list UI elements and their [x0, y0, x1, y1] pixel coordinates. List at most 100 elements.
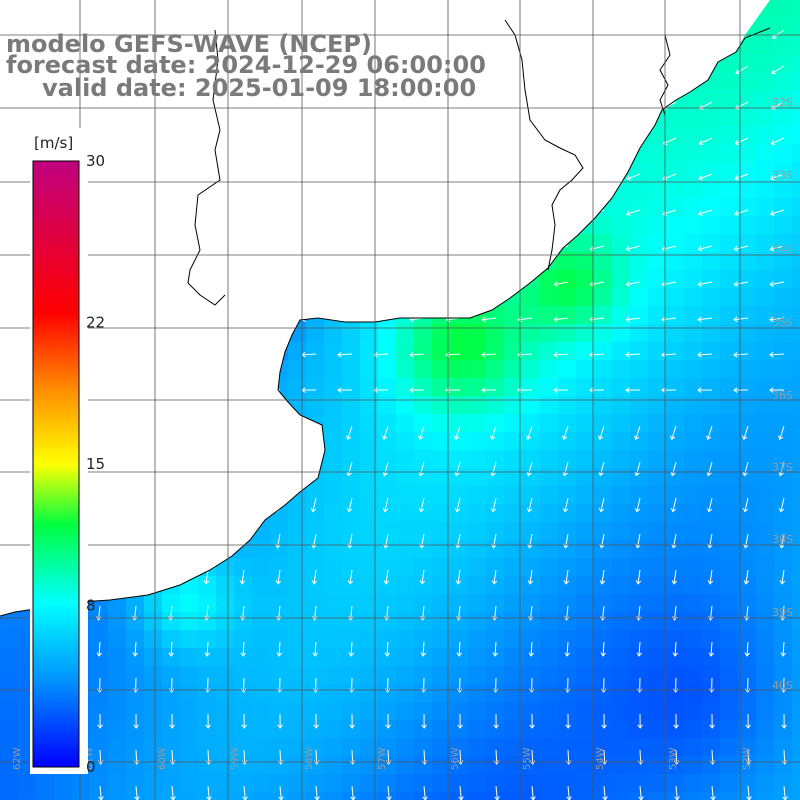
wind-arrow — [706, 497, 713, 513]
wind-arrow — [745, 713, 751, 729]
wind-speed-cell — [738, 234, 756, 252]
wind-speed-cell — [648, 180, 666, 198]
wind-speed-cell — [630, 468, 648, 486]
wind-arrow — [601, 713, 607, 729]
wind-speed-cell — [270, 702, 288, 720]
wind-speed-cell — [774, 576, 792, 594]
wind-speed-cell — [414, 594, 432, 612]
wind-speed-cell — [396, 630, 414, 648]
wind-speed-cell — [792, 90, 800, 108]
wind-speed-cell — [594, 504, 612, 522]
wind-arrow — [625, 387, 641, 393]
latitude-label: 40S — [772, 679, 793, 692]
wind-speed-cell — [702, 306, 720, 324]
wind-speed-cell — [90, 648, 108, 666]
south-america-land — [0, 0, 770, 616]
wind-speed-cell — [576, 234, 594, 252]
wind-speed-cell — [540, 558, 558, 576]
wind-arrow — [709, 713, 715, 729]
wind-speed-cell — [684, 648, 702, 666]
wind-speed-cell — [648, 360, 666, 378]
wind-arrow — [733, 316, 749, 323]
wind-speed-cell — [594, 774, 612, 792]
wind-speed-cell — [774, 0, 792, 18]
wind-speed-cell — [324, 540, 342, 558]
wind-speed-cell — [666, 648, 684, 666]
wind-speed-cell — [288, 594, 306, 612]
wind-arrow — [635, 569, 642, 585]
wind-speed-cell — [414, 504, 432, 522]
wind-arrow — [742, 497, 749, 513]
wind-speed-cell — [378, 630, 396, 648]
wind-speed-cell — [558, 342, 576, 360]
wind-speed-cell — [216, 576, 234, 594]
wind-speed-cell — [504, 342, 522, 360]
wind-speed-cell — [360, 558, 378, 576]
wind-speed-cell — [468, 468, 486, 486]
wind-speed-cell — [252, 738, 270, 756]
wind-speed-cell — [612, 540, 630, 558]
wind-speed-cell — [126, 648, 144, 666]
wind-speed-cell — [162, 774, 180, 792]
wind-speed-cell — [540, 522, 558, 540]
wind-speed-cell — [648, 738, 666, 756]
wind-speed-cell — [594, 486, 612, 504]
wind-speed-cell — [540, 774, 558, 792]
wind-speed-cell — [648, 414, 666, 432]
wind-speed-cell — [756, 18, 774, 36]
wind-speed-cell — [504, 594, 522, 612]
wind-arrow — [241, 713, 247, 729]
wind-speed-cell — [738, 504, 756, 522]
wind-speed-cell — [504, 468, 522, 486]
wind-speed-cell — [108, 630, 126, 648]
land-mask — [0, 0, 771, 617]
wind-speed-cell — [522, 774, 540, 792]
wind-speed-cell — [378, 450, 396, 468]
wind-speed-cell — [288, 360, 306, 378]
wind-arrow — [240, 641, 247, 657]
wind-speed-cell — [360, 432, 378, 450]
wind-speed-cell — [270, 576, 288, 594]
wind-speed-cell — [486, 468, 504, 486]
wind-speed-cell — [342, 738, 360, 756]
wind-speed-cell — [738, 360, 756, 378]
wind-speed-cell — [522, 738, 540, 756]
wind-speed-cell — [432, 702, 450, 720]
wind-speed-cell — [324, 342, 342, 360]
wind-speed-cell — [360, 504, 378, 522]
wind-speed-cell — [720, 324, 738, 342]
wind-speed-cell — [612, 396, 630, 414]
wind-speed-cell — [378, 594, 396, 612]
wind-speed-cell — [342, 594, 360, 612]
wind-speed-cell — [594, 396, 612, 414]
wind-speed-cell — [306, 504, 324, 522]
wind-speed-cell — [684, 720, 702, 738]
wind-speed-cell — [288, 738, 306, 756]
wind-speed-cell — [558, 270, 576, 288]
wind-speed-cell — [630, 162, 648, 180]
wind-speed-cell — [342, 648, 360, 666]
wind-speed-cell — [630, 216, 648, 234]
wind-speed-cell — [792, 540, 800, 558]
wind-speed-cell — [576, 486, 594, 504]
wind-speed-cell — [342, 360, 360, 378]
wind-speed-cell — [234, 774, 252, 792]
wind-speed-cell — [90, 792, 108, 800]
wind-speed-cell — [0, 702, 18, 720]
wind-speed-cell — [630, 630, 648, 648]
wind-speed-cell — [630, 360, 648, 378]
wind-speed-cell — [702, 738, 720, 756]
wind-speed-cell — [54, 774, 72, 792]
wind-speed-cell — [162, 666, 180, 684]
wind-speed-cell — [594, 324, 612, 342]
wind-speed-cell — [288, 684, 306, 702]
wind-speed-cell — [360, 630, 378, 648]
wind-arrow — [553, 351, 569, 358]
wind-speed-cell — [720, 432, 738, 450]
wind-speed-cell — [396, 504, 414, 522]
wind-speed-cell — [540, 342, 558, 360]
wind-speed-cell — [666, 216, 684, 234]
wind-speed-cell — [540, 612, 558, 630]
wind-speed-cell — [648, 288, 666, 306]
